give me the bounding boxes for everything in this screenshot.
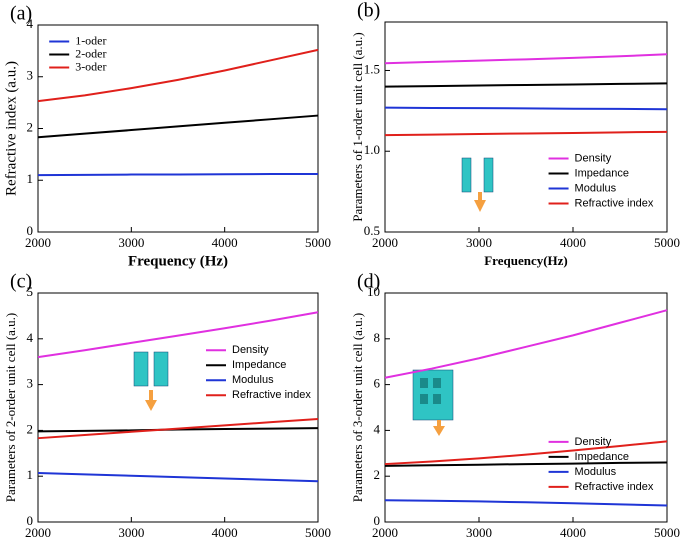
x-tick-label: 4000 <box>560 525 586 540</box>
y-tick-label: 8 <box>374 330 381 345</box>
y-tick-label: 2 <box>374 467 381 482</box>
x-tick-label: 3000 <box>118 525 144 540</box>
panel-label: (d) <box>357 271 380 293</box>
plot-frame <box>384 21 668 233</box>
data-line <box>37 417 319 440</box>
legend-label: 1-oder <box>75 33 106 47</box>
legend-label: Refractive index <box>575 197 654 209</box>
data-line <box>384 440 668 466</box>
y-tick-label: 1.0 <box>364 142 380 157</box>
y-tick-label: 1 <box>27 467 34 482</box>
y-tick-label: 0 <box>27 223 34 238</box>
y-tick-label: 4 <box>27 330 34 345</box>
x-tick-label: 3000 <box>466 235 492 250</box>
data-line <box>37 173 318 177</box>
legend-label: Refractive index <box>575 481 654 493</box>
x-tick-label: 4000 <box>212 525 238 540</box>
x-tick-label: 2000 <box>372 235 398 250</box>
x-tick-label: 3000 <box>118 235 144 250</box>
y-tick-label: 1 <box>27 171 34 186</box>
y-axis-label: Parameters of 1-order unit cell (a.u.) <box>350 32 365 222</box>
data-line <box>384 106 668 111</box>
panel-label: (c) <box>10 271 32 293</box>
x-tick-label: 5000 <box>654 525 680 540</box>
legend-label: 2-oder <box>75 46 106 60</box>
panel-label: (b) <box>357 0 380 22</box>
data-line <box>384 461 668 467</box>
data-line <box>37 311 319 359</box>
x-tick-label: 4000 <box>212 235 238 250</box>
y-tick-label: 0.5 <box>364 223 380 238</box>
legend-label: Refractive index <box>232 389 311 401</box>
y-tick-label: 6 <box>374 376 381 391</box>
legend-label: Impedance <box>575 451 629 463</box>
y-axis-label: Refractive index (a.u.) <box>3 61 19 196</box>
x-tick-label: 5000 <box>305 525 331 540</box>
legend-label: Density <box>575 436 612 448</box>
plot-frame <box>384 292 668 523</box>
y-tick-label: 2 <box>27 421 34 436</box>
y-tick-label: 10 <box>367 284 380 299</box>
x-tick-label: 5000 <box>305 235 331 250</box>
data-line <box>384 309 668 379</box>
x-axis-label: Frequency (Hz) <box>128 253 228 269</box>
y-tick-label: 2 <box>27 119 34 134</box>
x-tick-label: 2000 <box>25 235 51 250</box>
x-tick-label: 2000 <box>25 525 51 540</box>
legend-label: Impedance <box>232 359 286 371</box>
data-line <box>384 499 668 507</box>
data-line <box>384 82 668 88</box>
legend-label: Modulus <box>575 182 617 194</box>
legend-label: Density <box>232 344 269 356</box>
x-tick-label: 5000 <box>654 235 680 250</box>
y-tick-label: 4 <box>374 421 381 436</box>
y-tick-label: 3 <box>27 68 34 83</box>
plot-frame <box>37 292 319 523</box>
y-tick-label: 3 <box>27 376 34 391</box>
panel-label: (a) <box>10 3 32 25</box>
y-tick-label: 5 <box>27 284 34 299</box>
data-line <box>384 53 668 65</box>
legend-label: Density <box>575 152 612 164</box>
y-tick-label: 1.5 <box>364 61 380 76</box>
legend-label: 3-oder <box>75 59 106 73</box>
x-tick-label: 3000 <box>466 525 492 540</box>
legend-label: Modulus <box>575 466 617 478</box>
y-axis-label: Parameters of 2-order unit cell (a.u.) <box>3 313 18 503</box>
x-tick-label: 2000 <box>372 525 398 540</box>
data-line <box>37 48 319 103</box>
unit-cell-icon <box>461 157 494 212</box>
y-tick-label: 0 <box>374 513 381 528</box>
unit-cell-icon <box>133 351 169 411</box>
y-axis-label: Parameters of 3-order unit cell (a.u.) <box>350 313 365 503</box>
unit-cell-icon <box>412 369 454 436</box>
data-line <box>37 471 319 483</box>
y-tick-label: 0 <box>27 513 34 528</box>
x-tick-label: 4000 <box>560 235 586 250</box>
data-line <box>37 114 319 139</box>
x-axis-label: Frequency(Hz) <box>484 253 568 268</box>
legend-label: Impedance <box>575 167 629 179</box>
y-tick-label: 4 <box>27 16 34 31</box>
legend-label: Modulus <box>232 374 274 386</box>
data-line <box>384 130 668 137</box>
